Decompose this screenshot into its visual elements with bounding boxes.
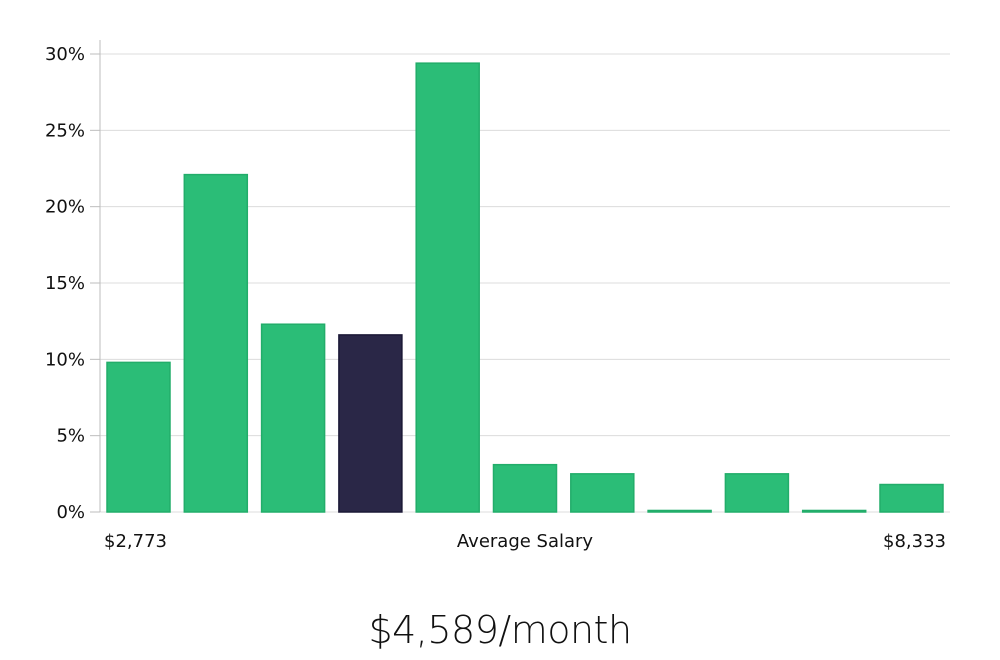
- bars: [106, 62, 944, 513]
- bar: [183, 173, 249, 513]
- bar: [570, 473, 635, 513]
- x-min-label: $2,773: [104, 531, 167, 552]
- bar: [724, 473, 790, 513]
- bar: [260, 323, 326, 513]
- average-salary-headline: $4,589/month: [368, 608, 632, 652]
- bar: [879, 483, 944, 513]
- x-max-label: $8,333: [883, 531, 946, 552]
- y-tick-label: 10%: [45, 349, 85, 370]
- bar: [415, 62, 480, 513]
- y-tick-label: 5%: [56, 426, 85, 447]
- y-tick-label: 20%: [45, 197, 85, 218]
- bar: [106, 361, 171, 513]
- y-tick-label: 15%: [45, 273, 85, 294]
- bar: [801, 509, 867, 513]
- bar-highlighted: [338, 334, 403, 513]
- y-tick-label: 30%: [45, 44, 85, 65]
- x-axis-title: Average Salary: [457, 531, 594, 552]
- bar: [647, 509, 712, 513]
- bar: [492, 463, 558, 513]
- y-tick-label: 25%: [45, 120, 85, 141]
- y-tick-label: 0%: [56, 502, 85, 523]
- y-axis-ticks: 0% 5% 10% 15% 20% 25% 30%: [45, 44, 100, 523]
